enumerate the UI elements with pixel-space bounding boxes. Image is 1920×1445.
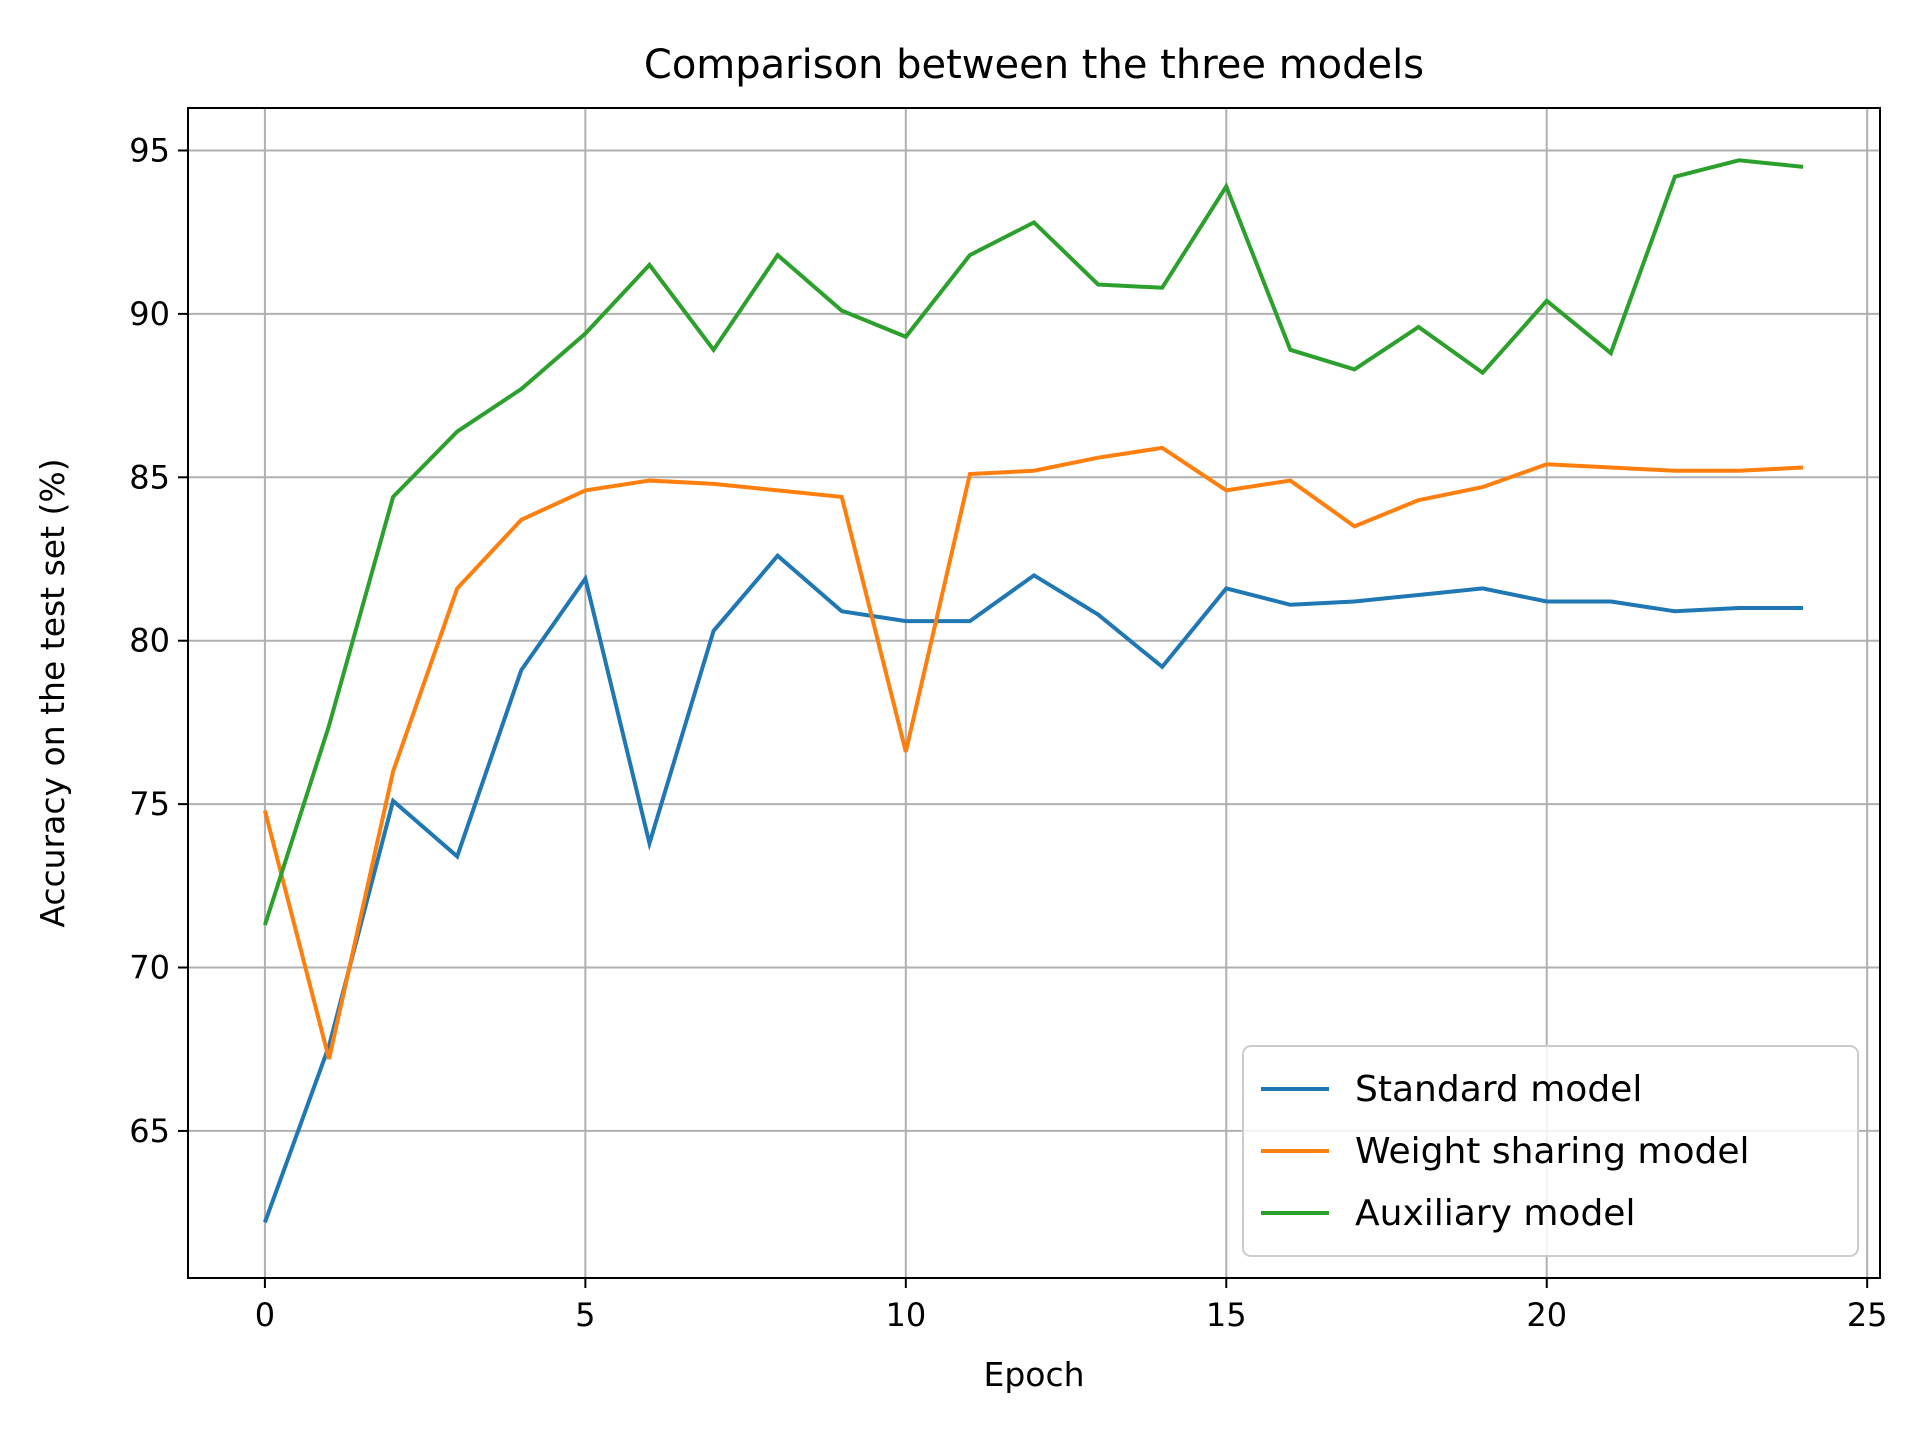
y-tick-label: 65 xyxy=(129,1112,170,1150)
y-tick-label: 85 xyxy=(129,458,170,496)
plot-frame xyxy=(187,107,1881,1279)
y-tick-label: 80 xyxy=(129,622,170,660)
legend: Standard model Weight sharing model Auxili… xyxy=(1242,1045,1859,1257)
y-tick-label: 90 xyxy=(129,295,170,333)
legend-box xyxy=(1242,1045,1859,1257)
x-tick-label: 10 xyxy=(885,1296,926,1334)
y-tick-label: 75 xyxy=(129,785,170,823)
legend-label: Weight sharing model xyxy=(1355,1131,1750,1172)
x-axis-label: Epoch xyxy=(983,1355,1084,1394)
series-line-1 xyxy=(263,552,1804,1224)
series-line-3 xyxy=(263,158,1804,926)
grid-lines xyxy=(188,108,1880,1278)
x-tick-label: 0 xyxy=(255,1296,275,1334)
x-tick-label: 5 xyxy=(575,1296,595,1334)
series-lines xyxy=(262,158,1804,1224)
x-tick-label: 20 xyxy=(1526,1296,1567,1334)
x-tick-label: 25 xyxy=(1847,1296,1888,1334)
y-tick-label: 70 xyxy=(129,949,170,987)
chart-title: Comparison between the three models xyxy=(644,42,1424,88)
y-tick-label: 95 xyxy=(129,131,170,169)
x-tick-label: 15 xyxy=(1206,1296,1247,1334)
series-line-2 xyxy=(262,445,1804,1060)
axis-ticks: 0 5 10 15 20 25 65 70 75 80 85 90 95 xyxy=(129,131,1887,1334)
y-axis-label: Accuracy on the test set (%) xyxy=(33,458,72,927)
legend-label: Auxiliary model xyxy=(1355,1193,1635,1234)
legend-label: Standard model xyxy=(1355,1069,1642,1110)
